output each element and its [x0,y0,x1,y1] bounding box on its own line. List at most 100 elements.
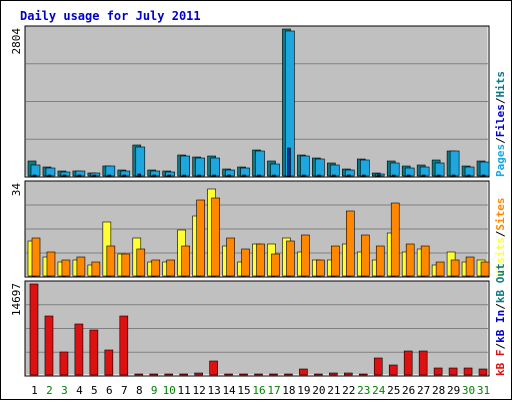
bar-sites-day-20 [316,259,325,277]
legend-top: Pages/Files/Hits [494,71,507,177]
bar-sites-day-22 [346,210,355,277]
bar-sites-day-5 [91,261,101,277]
y-max-label-middle: 34 [10,183,23,197]
bar-pages-day-5 [92,174,97,177]
day-label-21: 21 [327,384,340,397]
bar-pages-day-3 [62,174,67,177]
legend-entry-top-2: Files [494,104,507,137]
bar-kbf-day-1 [29,283,39,376]
bar-files-day-31 [479,161,490,177]
day-label-29: 29 [447,384,460,397]
day-label-16: 16 [252,384,265,397]
bar-kbf-day-22 [344,372,353,376]
bar-sites-day-21 [331,245,340,277]
bar-pages-day-2 [47,174,52,177]
day-label-26: 26 [402,384,415,397]
bar-pages-day-19 [302,174,306,177]
day-label-25: 25 [387,384,400,397]
legend-middle: Visits/Sites [494,198,507,278]
bar-files-day-20 [315,158,325,177]
bar-files-day-27 [419,166,430,177]
bar-pages-day-15 [242,174,246,177]
legend-entry-bottom-1: / [494,343,507,350]
bar-kbf-day-25 [388,364,398,376]
bar-pages-day-21 [332,174,336,177]
bar-pages-day-25 [391,174,396,177]
bar-files-day-17 [270,163,280,177]
bar-kbf-day-10 [164,373,174,376]
legend-entry-top-1: / [494,137,507,144]
chart-title: Daily usage for July 2011 [20,9,201,23]
bar-pages-day-8 [137,173,142,177]
bar-sites-day-24 [375,245,385,277]
bar-pages-day-18 [287,147,291,177]
bar-files-day-30 [464,166,475,177]
bar-kbf-day-26 [403,350,413,376]
y-max-label-bottom: 14697 [10,283,23,316]
bar-kbf-day-16 [254,373,263,376]
bar-files-day-23 [359,159,370,177]
legend-bottom: kB F/kB In/kB Out [494,263,507,376]
day-label-27: 27 [417,384,430,397]
bar-pages-day-13 [212,174,216,177]
day-label-24: 24 [372,384,386,397]
bar-files-day-6 [105,165,116,177]
bar-files-day-12 [195,157,205,177]
bar-kbf-day-3 [59,351,69,376]
bar-pages-day-12 [197,174,201,177]
legend-entry-middle-0: Visits [494,237,507,277]
bar-kbf-day-2 [44,315,54,376]
day-label-13: 13 [207,384,220,397]
legend-entry-bottom-0: kB F [494,350,507,377]
day-label-1: 1 [31,384,38,397]
bar-kbf-day-23 [358,373,368,376]
day-label-23: 23 [357,384,370,397]
bar-pages-day-7 [122,174,127,177]
bar-sites-day-17 [271,253,280,277]
bar-sites-day-23 [360,234,370,277]
bar-pages-day-4 [77,174,82,177]
day-label-6: 6 [106,384,113,397]
bar-sites-day-18 [286,240,295,277]
bar-sites-day-6 [106,245,116,277]
y-max-label-top: 2804 [10,28,23,55]
bar-sites-day-25 [390,202,400,277]
bar-pages-day-26 [406,174,411,177]
bar-sites-day-28 [435,261,445,277]
bar-pages-day-1 [32,174,37,177]
bar-sites-day-10 [166,259,176,277]
bar-pages-day-22 [347,174,351,177]
day-label-12: 12 [193,384,206,397]
legend-entry-bottom-4: kB Out [494,263,507,303]
day-label-28: 28 [432,384,445,397]
bar-kbf-day-14 [224,373,233,376]
bar-files-day-21 [330,164,340,177]
day-label-17: 17 [267,384,280,397]
bar-sites-day-2 [46,251,56,277]
bar-pages-day-17 [272,174,276,177]
bar-pages-day-20 [317,174,321,177]
bar-kbf-day-30 [463,367,473,376]
day-label-2: 2 [46,384,53,397]
bar-pages-day-16 [257,174,261,177]
day-label-3: 3 [61,384,68,397]
bar-pages-day-27 [421,174,426,177]
bar-files-day-16 [255,150,265,177]
bar-kbf-day-6 [104,349,114,376]
day-label-9: 9 [151,384,158,397]
bar-kbf-day-12 [194,372,203,376]
bar-sites-day-7 [121,253,131,277]
bar-sites-day-11 [181,245,190,277]
legend-entry-top-4: Hits [494,71,507,98]
bar-kbf-day-11 [179,373,188,376]
bar-pages-day-31 [481,174,486,177]
bar-sites-day-15 [241,248,250,277]
bar-kbf-day-27 [418,350,428,376]
bar-sites-day-26 [405,243,415,277]
legend-entry-bottom-2: kB In [494,310,507,343]
day-label-15: 15 [237,384,250,397]
bar-pages-day-9 [152,174,157,177]
bar-sites-day-29 [450,259,460,277]
